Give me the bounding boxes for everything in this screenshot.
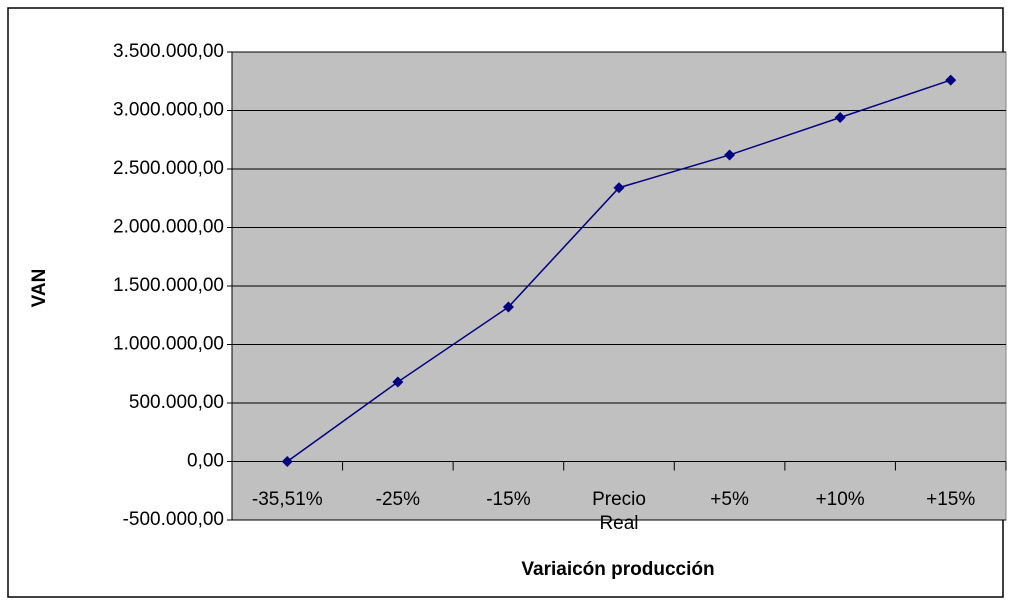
x-tick-label: +10% [815,488,865,510]
x-axis-title: Variaicón producción [521,559,714,580]
y-tick-label: 2.500.000,00 [113,158,224,179]
x-tick-label: Precio Real [592,488,646,534]
data-point [281,456,293,467]
x-tick-label: +15% [926,488,976,510]
data-point [834,112,846,124]
y-axis-title: VAN [29,269,50,308]
y-tick-label: 1.500.000,00 [113,275,224,296]
x-tick-label: -35,51% [251,488,323,510]
data-point [724,149,736,161]
y-tick-label: 0,00 [187,451,224,472]
y-tick-label: 2.000.000,00 [113,217,224,238]
y-tick-label: 3.500.000,00 [113,41,224,62]
data-point [945,74,957,86]
y-tick-label: 500.000,00 [129,392,224,413]
x-tick-label: -15% [486,488,531,510]
y-tick-label: 1.000.000,00 [113,334,224,355]
y-tick-label: 3.000.000,00 [113,100,224,121]
data-point [502,301,514,313]
x-tick-label: -25% [375,488,421,510]
y-tick-label: -500.000,00 [123,509,224,530]
data-point [392,376,404,388]
x-tick-label: +5% [710,488,749,510]
data-point [613,182,625,194]
